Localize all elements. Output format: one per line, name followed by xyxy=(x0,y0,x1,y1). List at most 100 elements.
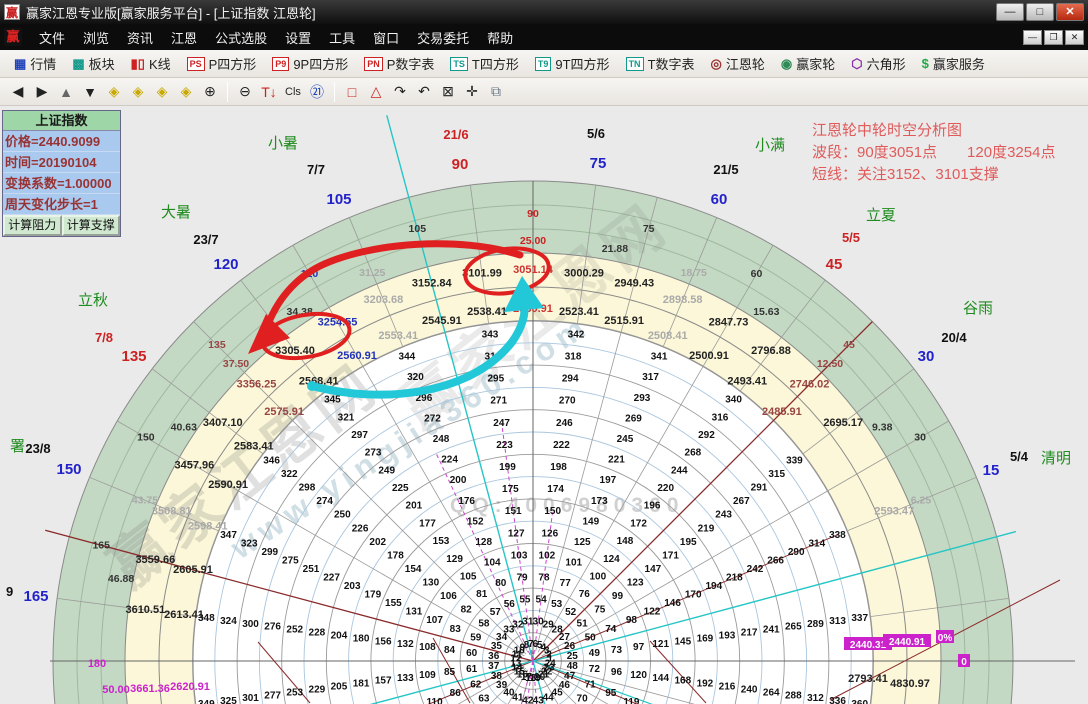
t-table-button[interactable]: TN T数字表 xyxy=(618,50,703,77)
svg-text:8: 8 xyxy=(524,640,530,651)
svg-text:1: 1 xyxy=(547,654,553,665)
svg-text:2598.41: 2598.41 xyxy=(188,520,228,532)
svg-text:25: 25 xyxy=(567,651,579,662)
svg-text:243: 243 xyxy=(715,510,732,521)
calc-support-button[interactable]: 计算支撑 xyxy=(61,215,120,236)
gann-wheel-chart[interactable]: 赢家江恩网赢家江恩网www.yingjia360.comQQ:400698036… xyxy=(0,106,1088,704)
svg-text:30: 30 xyxy=(918,348,935,365)
svg-text:11: 11 xyxy=(512,649,523,660)
menu-item-4[interactable]: 公式选股 xyxy=(215,30,268,46)
svg-text:107: 107 xyxy=(426,615,443,626)
svg-text:321: 321 xyxy=(338,412,355,423)
svg-text:268: 268 xyxy=(685,448,702,459)
menu-item-7[interactable]: 窗口 xyxy=(373,30,400,46)
svg-text:23/8: 23/8 xyxy=(25,441,50,456)
gann-wheel-button[interactable]: ◎ 江恩轮 xyxy=(703,50,773,77)
calendar-icon[interactable]: ㉑ xyxy=(310,83,324,100)
main-toolbar: ▦ 行情 ▩ 板块 ▮▯ K线 PS P四方形 P9 9P四方形 PN P数字表 TS T四方形 T9 9T四… xyxy=(0,50,1088,78)
rect-tool-icon[interactable]: □ xyxy=(347,83,357,100)
t-table-button-label: T数字表 xyxy=(647,57,695,72)
next-icon[interactable]: ▶ xyxy=(36,83,48,99)
info-row-0: 价格=2440.9099 xyxy=(3,131,120,152)
svg-text:2605.91: 2605.91 xyxy=(173,564,213,576)
menu-item-9[interactable]: 帮助 xyxy=(487,30,514,46)
calc-resistance-button[interactable]: 计算阻力 xyxy=(3,215,62,236)
chart-area[interactable]: 赢家江恩网 赢家江恩网 www.yingjia360.com QQ:400698036… xyxy=(0,106,1088,704)
service-button[interactable]: $ 赢家服务 xyxy=(914,50,993,77)
pan-up-icon[interactable]: ◈ xyxy=(156,83,168,99)
svg-text:24: 24 xyxy=(545,658,557,669)
rotate-cw-icon[interactable]: ↷ xyxy=(394,83,406,99)
screen-icon[interactable]: ⧉ xyxy=(491,83,501,99)
svg-text:127: 127 xyxy=(508,528,525,539)
pan-right-icon[interactable]: ◈ xyxy=(132,83,144,99)
hexagon-button[interactable]: ⬡ 六角形 xyxy=(843,50,913,77)
maximize-button[interactable]: □ xyxy=(1026,3,1054,21)
mdi-close-button[interactable]: ✕ xyxy=(1065,29,1084,45)
svg-text:149: 149 xyxy=(582,516,599,527)
rotate-ccw-icon[interactable]: ↶ xyxy=(418,83,430,99)
mdi-restore-button[interactable]: ❐ xyxy=(1044,29,1063,45)
svg-text:95: 95 xyxy=(605,688,617,699)
price-scale-icon[interactable]: ⊖ xyxy=(239,83,251,99)
svg-text:46: 46 xyxy=(559,680,571,691)
svg-text:46.88: 46.88 xyxy=(108,573,134,585)
menu-item-1[interactable]: 浏览 xyxy=(83,30,110,46)
t-square-button-label: T四方形 xyxy=(471,57,519,72)
winner-wheel-button[interactable]: ◉ 赢家轮 xyxy=(773,50,843,77)
svg-text:270: 270 xyxy=(559,396,576,407)
ts-icon: TS xyxy=(450,56,468,71)
svg-text:立秋: 立秋 xyxy=(78,292,108,309)
svg-text:253: 253 xyxy=(286,687,303,698)
svg-text:2746.02: 2746.02 xyxy=(790,379,830,391)
triangle-tool-icon[interactable]: △ xyxy=(370,83,382,99)
svg-text:12: 12 xyxy=(510,654,522,665)
t-square-button[interactable]: TS T四方形 xyxy=(442,50,526,77)
menu-item-3[interactable]: 江恩 xyxy=(171,30,198,46)
svg-text:219: 219 xyxy=(698,523,715,534)
menu-item-2[interactable]: 资讯 xyxy=(127,30,154,46)
fit-box-icon[interactable]: ⊠ xyxy=(442,83,454,99)
svg-text:172: 172 xyxy=(630,518,647,529)
prev-icon[interactable]: ◀ xyxy=(12,83,24,99)
up-icon[interactable]: ▲ xyxy=(59,83,73,100)
svg-text:2: 2 xyxy=(546,649,552,660)
pan-down-icon[interactable]: ◈ xyxy=(180,83,192,99)
svg-text:192: 192 xyxy=(697,679,714,690)
svg-text:37: 37 xyxy=(488,661,500,672)
p-square-button[interactable]: PS P四方形 xyxy=(179,50,265,77)
menu-item-5[interactable]: 设置 xyxy=(285,30,312,46)
svg-text:314: 314 xyxy=(808,538,825,549)
svg-text:276: 276 xyxy=(264,622,281,633)
menu-item-0[interactable]: 文件 xyxy=(39,30,66,46)
kline-button[interactable]: ▮▯ K线 xyxy=(123,50,179,77)
center-icon[interactable]: ✛ xyxy=(466,83,478,99)
mdi-minimize-button[interactable]: — xyxy=(1023,29,1042,45)
svg-text:179: 179 xyxy=(364,590,381,601)
svg-text:223: 223 xyxy=(496,440,513,451)
svg-text:31: 31 xyxy=(522,617,534,628)
svg-text:50: 50 xyxy=(585,632,597,643)
menu-item-6[interactable]: 工具 xyxy=(329,30,356,46)
p-table-button[interactable]: PN P数字表 xyxy=(356,50,442,77)
p9-square-button[interactable]: P9 9P四方形 xyxy=(264,50,356,77)
cls-button[interactable]: Cls xyxy=(285,85,301,98)
zoom-in-icon[interactable]: ⊕ xyxy=(204,83,216,99)
t9-square-button[interactable]: T9 9T四方形 xyxy=(527,50,618,77)
sectors-button[interactable]: ▩ 板块 xyxy=(64,50,122,77)
svg-text:36: 36 xyxy=(488,651,500,662)
time-price-icon[interactable]: T↓ xyxy=(261,83,277,100)
svg-text:195: 195 xyxy=(680,537,697,548)
minimize-button[interactable]: — xyxy=(996,3,1024,21)
svg-text:3508.81: 3508.81 xyxy=(152,505,192,517)
svg-text:9: 9 xyxy=(6,584,13,599)
svg-text:4: 4 xyxy=(541,642,547,653)
svg-text:清明: 清明 xyxy=(1041,450,1071,467)
down-icon[interactable]: ▼ xyxy=(83,83,97,100)
pan-left-icon[interactable]: ◈ xyxy=(108,83,120,99)
svg-text:297: 297 xyxy=(351,430,368,441)
menu-item-8[interactable]: 交易委托 xyxy=(417,30,470,46)
close-button[interactable]: ✕ xyxy=(1056,3,1084,21)
quotes-button[interactable]: ▦ 行情 xyxy=(6,50,64,77)
svg-text:341: 341 xyxy=(651,352,668,363)
